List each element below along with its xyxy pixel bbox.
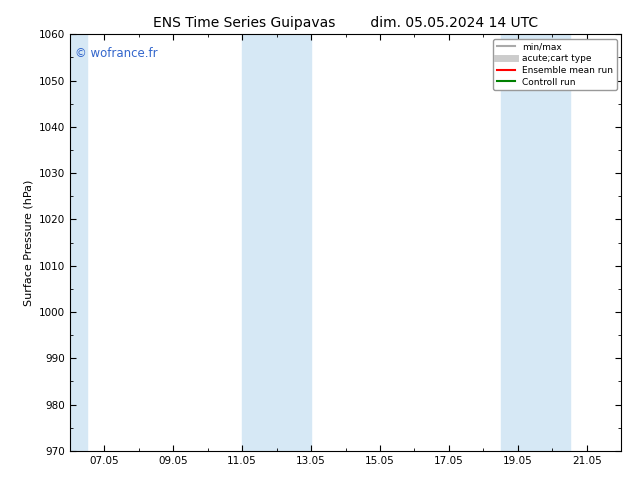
Legend: min/max, acute;cart type, Ensemble mean run, Controll run: min/max, acute;cart type, Ensemble mean … <box>493 39 617 90</box>
Text: © wofrance.fr: © wofrance.fr <box>75 47 158 60</box>
Bar <box>501 34 569 451</box>
Title: ENS Time Series Guipavas        dim. 05.05.2024 14 UTC: ENS Time Series Guipavas dim. 05.05.2024… <box>153 16 538 30</box>
Bar <box>242 34 311 451</box>
Y-axis label: Surface Pressure (hPa): Surface Pressure (hPa) <box>23 179 33 306</box>
Bar <box>70 34 87 451</box>
